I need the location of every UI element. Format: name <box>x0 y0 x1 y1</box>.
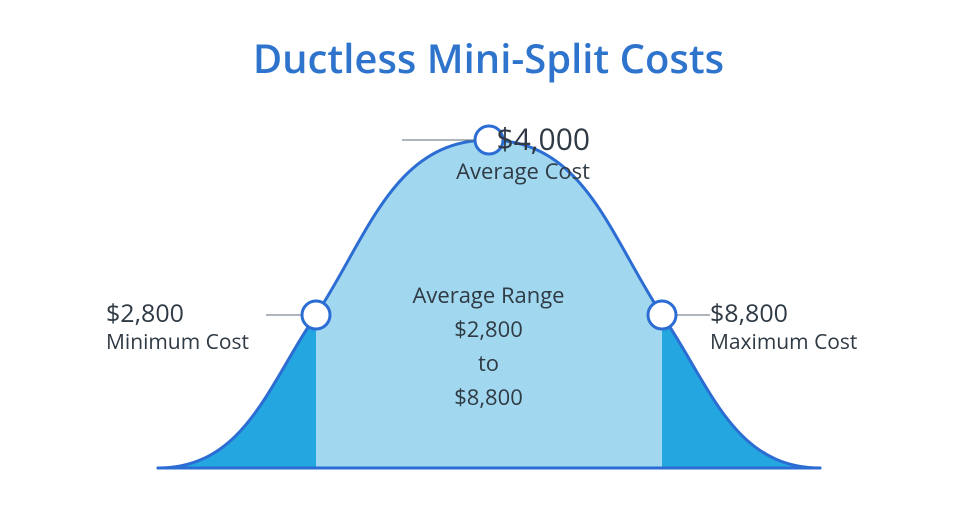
average-range-label: Average Range $2,800 to $8,800 <box>412 278 564 414</box>
average-range-line1: Average Range <box>412 278 564 312</box>
minimum-cost-callout: $2,800 Minimum Cost <box>106 298 249 356</box>
average-cost-callout: $4,000 Average Cost <box>456 120 590 185</box>
maximum-cost-label: Maximum Cost <box>710 329 857 355</box>
minimum-cost-label: Minimum Cost <box>106 329 249 355</box>
average-cost-label: Average Cost <box>456 158 590 186</box>
average-cost-value: $4,000 <box>456 120 590 158</box>
average-range-line2: $2,800 <box>412 312 564 346</box>
bell-curve-chart <box>0 0 977 524</box>
average-range-line3: to <box>412 346 564 380</box>
bell-curve-svg <box>0 0 977 524</box>
maximum-cost-value: $8,800 <box>710 298 857 329</box>
minimum-cost-value: $2,800 <box>106 298 249 329</box>
average-range-line4: $8,800 <box>412 380 564 414</box>
maximum-cost-callout: $8,800 Maximum Cost <box>710 298 857 356</box>
